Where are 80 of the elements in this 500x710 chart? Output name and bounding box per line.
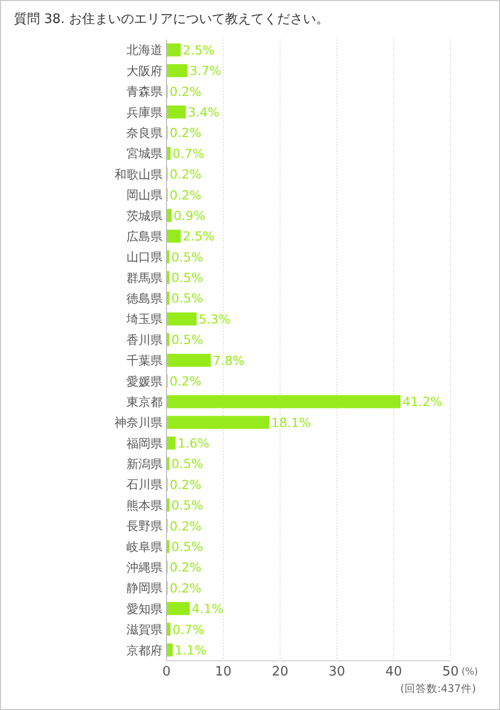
y-tick-label: 青森県 <box>126 84 162 99</box>
bar <box>166 354 211 367</box>
data-label: 0.2% <box>170 373 202 388</box>
data-label: 4.1% <box>192 601 224 616</box>
bar <box>166 416 270 429</box>
y-tick-label: 岡山県 <box>126 188 162 202</box>
y-tick-label: 兵庫県 <box>126 105 162 120</box>
data-label: 0.2% <box>170 518 202 534</box>
y-tick-label: 山口県 <box>126 250 162 264</box>
data-label: 0.2% <box>170 560 202 575</box>
data-label: 0.2% <box>170 580 202 596</box>
x-tick-label: 0 <box>162 664 171 680</box>
y-tick-label: 新潟県 <box>126 457 162 472</box>
y-tick-label: 北海道 <box>126 43 162 58</box>
bar <box>166 64 188 78</box>
plot: 北海道 2.5% 大阪府 3.7% 青森県 0.2% 兵庫県 3.4% 奈良県 0.2% 宮城県 0.7% 和歌山県 0.2% 岡山県 0.2% 茨城県 0.9% 広島県 2.5% 山口県 0.5% 群馬県 0.5% 徳島県 0.5% 埼玉県 5.3% 香川県 0.5% 千葉県 7.8% 愛媛県 0.2% 東京都 41.2% 神奈川県 18.1% 福岡県 1.6% 新潟県 0.5% 石川県 0.2% 熊本県 0.5% 長野県 0.2% 岐阜県 0.5% 沖縄県 0.2% 静岡県 0.2% 愛知県 4.1% 滋賀県 0.7% 京都府 1.1% 0 10 20 30 40 50 (%) <box>114 39 478 680</box>
data-label: 0.9% <box>174 208 206 223</box>
data-label: 1.1% <box>174 642 207 658</box>
y-tick-label: 徳島県 <box>126 292 162 306</box>
data-label: 2.5% <box>182 228 215 244</box>
x-tick-label: 20 <box>272 664 288 680</box>
y-tick-label: 愛媛県 <box>126 374 162 388</box>
data-label: 0.2% <box>170 84 202 99</box>
data-label: 0.2% <box>170 125 202 140</box>
data-label: 0.5% <box>171 290 204 306</box>
data-label: 3.7% <box>190 63 222 78</box>
bar <box>166 395 401 408</box>
bar <box>166 43 181 56</box>
chart-title: 質問 38. お住まいのエリアについて教えてください。 <box>14 12 329 27</box>
bar <box>166 230 181 243</box>
y-tick-label: 愛知県 <box>126 602 162 616</box>
data-label: 7.8% <box>212 352 245 368</box>
y-tick-label: 宮城県 <box>126 146 162 161</box>
y-tick-label: 京都府 <box>126 643 162 658</box>
y-tick-label: 長野県 <box>126 519 162 534</box>
data-label: 5.3% <box>198 311 230 326</box>
y-tick-label: 静岡県 <box>126 581 162 596</box>
data-label: 0.2% <box>170 187 202 202</box>
data-label: 0.2% <box>170 166 202 182</box>
data-label: 1.6% <box>178 436 210 451</box>
text: (回答数:437件) <box>400 683 476 695</box>
y-tick-label: 群馬県 <box>126 270 162 285</box>
y-tick-label: 埼玉県 <box>126 312 162 326</box>
y-tick-label: 広島県 <box>126 229 162 244</box>
x-tick-label: 30 <box>328 664 346 680</box>
data-label: 0.5% <box>171 539 204 554</box>
bar <box>166 436 176 450</box>
y-tick-label: 沖縄県 <box>126 560 162 574</box>
data-label: 0.5% <box>171 456 204 472</box>
y-tick-label: 奈良県 <box>126 126 162 140</box>
data-label: 0.2% <box>170 476 202 492</box>
data-label: 18.1% <box>271 414 312 430</box>
bar <box>166 312 197 326</box>
x-axis-title: (%) <box>462 666 478 678</box>
y-tick-label: 石川県 <box>126 478 162 492</box>
y-tick-label: 熊本県 <box>126 498 162 512</box>
y-tick-label: 大阪府 <box>126 64 162 78</box>
x-tick-label: 40 <box>385 664 402 680</box>
y-tick-label: 香川県 <box>126 332 162 347</box>
data-label: 0.5% <box>171 332 204 348</box>
data-label: 0.5% <box>171 249 204 264</box>
y-tick-label: 福岡県 <box>126 436 162 450</box>
y-tick-label: 茨城県 <box>126 208 162 223</box>
y-tick-label: 滋賀県 <box>126 622 162 637</box>
bar <box>166 602 190 616</box>
x-tick-label: 10 <box>215 664 232 680</box>
data-label: 0.7% <box>172 146 204 161</box>
y-tick-label: 岐阜県 <box>126 540 162 554</box>
y-tick-label: 東京都 <box>126 394 162 409</box>
bar <box>166 106 186 119</box>
data-label: 2.5% <box>182 42 215 58</box>
data-label: 3.4% <box>188 104 220 120</box>
data-label: 0.5% <box>171 270 204 286</box>
y-tick-label: 千葉県 <box>126 354 162 368</box>
data-label: 0.7% <box>172 622 204 637</box>
y-tick-label: 神奈川県 <box>114 416 162 430</box>
data-label: 0.5% <box>171 498 204 513</box>
y-tick-label: 和歌山県 <box>114 167 162 182</box>
x-tick-label: 50 <box>442 664 459 680</box>
data-label: 41.2% <box>402 394 442 410</box>
